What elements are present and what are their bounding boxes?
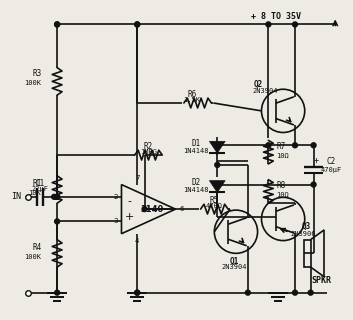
Text: R4: R4 <box>32 243 41 252</box>
Text: 1MEG: 1MEG <box>140 149 157 155</box>
Text: 100K: 100K <box>24 80 41 86</box>
Circle shape <box>55 219 60 224</box>
Text: C2: C2 <box>327 157 336 166</box>
Polygon shape <box>209 141 225 153</box>
Text: 4: 4 <box>135 237 139 244</box>
Circle shape <box>52 194 56 199</box>
Circle shape <box>142 207 147 212</box>
Circle shape <box>135 290 140 295</box>
Circle shape <box>311 143 316 148</box>
Circle shape <box>311 182 316 187</box>
Text: IN: IN <box>11 192 21 201</box>
Text: R5: R5 <box>210 196 219 205</box>
Text: 2N3904: 2N3904 <box>253 88 278 94</box>
Circle shape <box>135 22 140 27</box>
Circle shape <box>55 194 60 199</box>
Text: R1: R1 <box>32 179 41 188</box>
Text: + 8 TO 35V: + 8 TO 35V <box>251 12 301 21</box>
Circle shape <box>135 290 140 295</box>
Circle shape <box>55 290 60 295</box>
Text: R2: R2 <box>144 142 153 151</box>
Circle shape <box>135 22 140 27</box>
Circle shape <box>266 22 271 27</box>
Text: 10Ω: 10Ω <box>276 192 289 198</box>
Text: +: + <box>125 212 134 222</box>
Text: R7: R7 <box>276 142 286 151</box>
Text: R8: R8 <box>276 181 286 190</box>
Text: D2: D2 <box>191 178 200 187</box>
Circle shape <box>215 163 220 167</box>
Text: 2: 2 <box>113 194 118 200</box>
Circle shape <box>215 143 220 148</box>
Text: SPKR: SPKR <box>311 276 331 285</box>
Text: 22μF: 22μF <box>32 186 49 192</box>
Text: R3: R3 <box>32 69 41 78</box>
Text: 470Ω: 470Ω <box>206 203 223 209</box>
Polygon shape <box>209 180 225 192</box>
Circle shape <box>215 182 220 187</box>
Text: -: - <box>127 196 131 206</box>
Text: 470μF: 470μF <box>321 167 342 173</box>
Text: 10Ω: 10Ω <box>276 153 289 159</box>
Text: 1N4148: 1N4148 <box>183 188 208 194</box>
Text: 100K: 100K <box>24 254 41 260</box>
Circle shape <box>293 143 298 148</box>
Text: 2N3906: 2N3906 <box>290 231 316 237</box>
Circle shape <box>55 194 60 199</box>
Text: 2N3904: 2N3904 <box>221 264 247 270</box>
Text: D1: D1 <box>191 139 200 148</box>
Circle shape <box>55 22 60 27</box>
Text: Q3: Q3 <box>302 222 311 231</box>
Circle shape <box>245 290 250 295</box>
Text: 10K: 10K <box>29 190 41 196</box>
Text: 1N4148: 1N4148 <box>183 148 208 154</box>
Text: 7: 7 <box>135 175 139 181</box>
Text: 3: 3 <box>113 219 118 224</box>
Text: 6: 6 <box>179 206 184 212</box>
Text: Q2: Q2 <box>254 80 263 89</box>
Circle shape <box>55 22 60 27</box>
Circle shape <box>293 290 298 295</box>
Circle shape <box>308 290 313 295</box>
Text: +: + <box>314 156 319 164</box>
Text: 1.5K: 1.5K <box>183 97 200 103</box>
Circle shape <box>293 22 298 27</box>
Text: C1: C1 <box>36 179 45 188</box>
Text: R6: R6 <box>187 90 196 99</box>
Text: 3140: 3140 <box>141 204 164 214</box>
Circle shape <box>266 143 271 148</box>
Circle shape <box>55 194 60 199</box>
Text: Q1: Q1 <box>229 257 239 266</box>
